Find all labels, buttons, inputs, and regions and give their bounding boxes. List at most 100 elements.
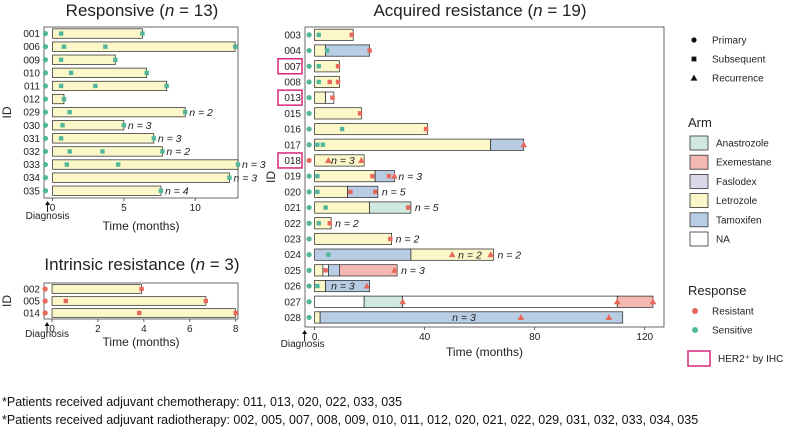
acquired-segment-letrozole <box>314 311 321 324</box>
responsive-subsequent-marker <box>61 96 67 102</box>
acquired-segment-anastrozole <box>363 295 404 308</box>
acquired-row-id: 019 <box>284 172 301 183</box>
acquired-subsequent-marker <box>320 142 326 147</box>
acquired-recurrence-marker <box>605 313 613 320</box>
acquired-primary-marker <box>306 110 312 116</box>
legend-arm-label-tamoxifen: Tamoxifen <box>716 215 762 226</box>
responsive-subsequent-marker <box>144 70 149 76</box>
responsive-subsequent-marker <box>64 162 70 167</box>
acquired-subsequent-marker <box>327 79 332 85</box>
acquired-row-id: 027 <box>284 297 301 308</box>
acquired-n-annotation: n = 5 <box>415 202 439 214</box>
acquired-row-id: 020 <box>284 187 301 198</box>
acquired-recurrence-marker <box>358 156 365 163</box>
responsive-subsequent-marker <box>164 83 169 89</box>
acquired-row-id: 025 <box>284 266 301 277</box>
responsive-segment-letrozole <box>52 185 162 196</box>
intrinsic-subsequent-marker <box>137 310 142 316</box>
legend-recurrence-symbol <box>690 74 698 81</box>
responsive-row-id: 011 <box>24 81 40 92</box>
acquired-row-id: 007 <box>284 62 301 73</box>
responsive-segment-letrozole <box>52 41 236 52</box>
responsive-subsequent-marker <box>158 188 164 193</box>
responsive-row-id: 033 <box>23 160 40 171</box>
intrinsic-row-id: 005 <box>23 297 40 308</box>
acquired-subsequent-marker <box>348 189 353 195</box>
intrinsic-xtick-label: 0 <box>49 324 55 335</box>
acquired-row-id: 018 <box>284 156 301 167</box>
acquired-recurrence-marker <box>448 251 456 258</box>
intrinsic-subsequent-marker <box>139 286 144 292</box>
acquired-primary-marker <box>306 173 312 179</box>
responsive-subsequent-marker <box>58 57 64 62</box>
responsive-row-id: 032 <box>23 147 40 158</box>
responsive-segment-letrozole <box>52 80 168 92</box>
acquired-subsequent-marker <box>316 64 321 69</box>
acquired-primary-marker <box>306 236 312 242</box>
acquired-segment-tamoxifen <box>325 44 370 57</box>
legend-response-label-resistant: Resistant <box>712 307 754 318</box>
acquired-recurrence-marker <box>325 156 332 163</box>
acquired-segment-tamoxifen <box>374 170 395 183</box>
acquired-primary-marker <box>306 32 312 38</box>
acquired-recurrence-marker <box>649 298 657 305</box>
acquired-n-annotation: n = 3 <box>452 312 476 324</box>
responsive-subsequent-marker <box>58 136 64 141</box>
acquired-primary-marker <box>306 314 312 321</box>
acquired-subsequent-marker <box>316 221 321 226</box>
intrinsic-row-id: 014 <box>23 309 40 320</box>
legend-primary-label: Primary <box>712 36 746 47</box>
responsive-primary-marker <box>42 161 49 168</box>
legend-response-dot-sensitive <box>692 327 698 333</box>
acquired-n-annotation: n = 3 <box>331 281 355 293</box>
acquired-recurrence-marker <box>399 298 406 305</box>
intrinsic-primary-marker <box>42 298 48 304</box>
legend-subsequent-symbol <box>691 56 697 62</box>
acquired-segment-letrozole <box>314 232 393 245</box>
acquired-subsequent-marker <box>327 221 332 226</box>
acquired-row-id: 013 <box>284 93 301 104</box>
acquired-primary-marker <box>306 252 312 258</box>
acquired-primary-marker <box>306 63 312 69</box>
responsive-title: Responsive (n = 13) <box>66 1 219 20</box>
acquired-n-annotation: n = 5 <box>382 186 406 198</box>
responsive-row-id: 006 <box>23 42 40 53</box>
responsive-subsequent-marker <box>183 109 188 115</box>
acquired-primary-marker <box>306 299 312 305</box>
responsive-primary-marker <box>42 148 49 155</box>
acquired-subsequent-marker <box>372 189 378 195</box>
acquired-row-id: 008 <box>284 77 301 88</box>
intrinsic-xtick-label: 6 <box>187 324 193 335</box>
acquired-segment-na <box>314 295 365 308</box>
responsive-primary-marker <box>42 57 49 63</box>
responsive-primary-marker <box>42 109 49 115</box>
acquired-subsequent-marker <box>330 95 335 100</box>
legend-subsequent-label: Subsequent <box>712 55 766 66</box>
responsive-row-id: 009 <box>23 55 40 66</box>
acquired-segment-na <box>402 295 618 308</box>
acquired-segment-letrozole <box>314 154 365 167</box>
acquired-primary-marker <box>306 126 312 132</box>
acquired-diagnosis-arrowhead <box>302 330 308 334</box>
intrinsic-subsequent-marker <box>63 298 69 304</box>
acquired-segment-letrozole <box>314 123 428 136</box>
acquired-row-id: 004 <box>284 46 301 57</box>
legend-arm-label-anastrozole: Anastrozole <box>716 139 769 150</box>
acquired-xtick-label: 120 <box>636 332 653 343</box>
acquired-n-annotation: n = 3 <box>401 265 425 277</box>
responsive-subsequent-marker <box>140 31 145 36</box>
legend-recurrence-label: Recurrence <box>712 74 764 85</box>
responsive-primary-marker <box>42 96 49 102</box>
acquired-subsequent-marker <box>316 32 321 38</box>
responsive-diagnosis-arrowhead <box>45 201 51 205</box>
legend-response-title: Response <box>688 283 747 298</box>
acquired-recurrence-marker <box>391 172 398 179</box>
acquired-row-id: 026 <box>284 282 301 293</box>
acquired-row-id: 021 <box>284 203 301 214</box>
legend-arm-label-faslodex: Faslodex <box>716 177 757 188</box>
responsive-diagnosis-label: Diagnosis <box>26 211 70 222</box>
acquired-segment-tamoxifen <box>328 264 340 277</box>
responsive-xtick-label: 10 <box>190 203 202 214</box>
acquired-subsequent-marker <box>357 111 363 116</box>
